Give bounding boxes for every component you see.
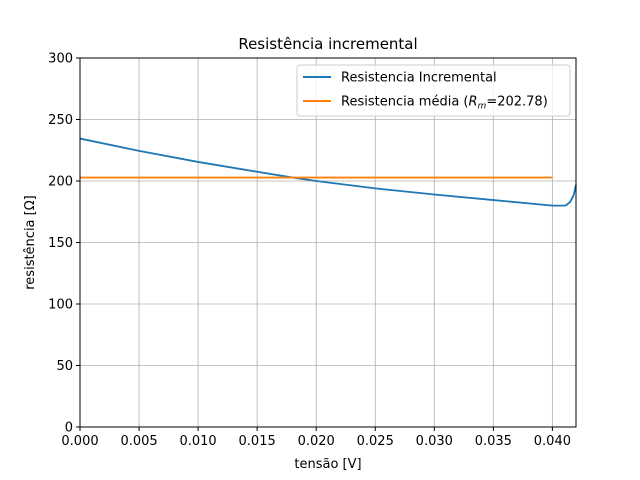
ticks: 0.000 0.005 0.010 0.015 0.020 0.025 0.030 0.035…	[48, 52, 571, 450]
legend-box	[296, 64, 571, 117]
x-tick-label: 0.010	[179, 434, 216, 449]
legend-label-resistencia-media: Resistencia média (Rm=202.78)	[341, 95, 548, 112]
x-tick-label: 0.000	[61, 434, 98, 449]
series-line-resistencia-incremental	[79, 137, 577, 207]
x-tick-label: 0.035	[475, 434, 512, 449]
x-tick-label: 0.015	[239, 434, 276, 449]
y-tick-label: 150	[48, 236, 73, 251]
x-tick-label: 0.030	[416, 434, 453, 449]
series-layer	[79, 137, 577, 207]
y-tick-label: 50	[56, 359, 73, 374]
x-tick-label: 0.005	[120, 434, 157, 449]
x-axis-label: tensão [V]	[294, 457, 361, 472]
legend: Resistencia Incremental Resistencia médi…	[296, 64, 571, 117]
y-tick-label: 250	[48, 113, 73, 128]
y-tick-label: 100	[48, 298, 73, 313]
x-tick-label: 0.040	[534, 434, 571, 449]
x-tick-label: 0.020	[298, 434, 335, 449]
y-axis-label: resistência [Ω]	[23, 195, 38, 290]
y-tick-label: 300	[48, 52, 73, 67]
y-tick-label: 200	[48, 175, 73, 190]
legend-label-resistencia-incremental: Resistencia Incremental	[341, 71, 497, 86]
chart-title: Resistência incremental	[238, 35, 417, 53]
y-tick-label: 0	[65, 421, 73, 436]
grid	[79, 57, 576, 428]
x-tick-label: 0.025	[357, 434, 394, 449]
